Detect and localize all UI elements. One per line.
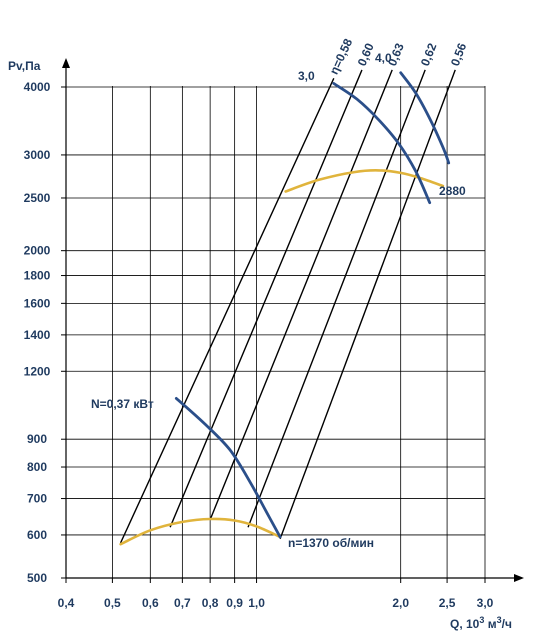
- y-tick-label-8: 1800: [24, 269, 51, 283]
- labels: Pv,Па Q, 103 м3/ч n=1370 об/мин 2880 N=0…: [8, 51, 512, 631]
- x-tick-label-4: 0,8: [202, 596, 219, 610]
- pressure-curve-0: [119, 517, 282, 546]
- efficiency-line-2: [209, 69, 393, 520]
- annotation-power-4: 4,0: [375, 51, 392, 65]
- y-tick-label-2: 700: [27, 492, 47, 506]
- efficiency-line-1: [169, 69, 363, 528]
- y-tick-label-5: 1200: [24, 364, 51, 378]
- y-axis-arrow: [62, 58, 70, 68]
- y-tick-label-3: 800: [27, 460, 47, 474]
- efficiency-label-1: 0,60: [355, 41, 377, 68]
- x-tick-label-5: 0,9: [226, 596, 243, 610]
- x-tick-label-1: 0,5: [104, 596, 121, 610]
- y-tick-label-1: 600: [27, 528, 47, 542]
- x-tick-label-9: 3,0: [477, 596, 494, 610]
- x-axis-title: Q, 103 м3/ч: [450, 615, 512, 631]
- axes: 0,4 0,5 0,6 0,7 0,8 0,9 1,0 2,0 2,5 3,0 500 600 700 8…: [24, 58, 524, 610]
- pressure-curves: [119, 169, 445, 546]
- x-tick-label-3: 0,7: [174, 596, 191, 610]
- efficiency-line-3: [247, 69, 426, 528]
- annotation-power-3: 3,0: [298, 69, 315, 83]
- y-tick-label-12: 4000: [24, 80, 51, 94]
- x-tick-label-0: 0,4: [58, 596, 75, 610]
- y-tick-label-10: 2500: [24, 191, 51, 205]
- y-tick-label-4: 900: [27, 432, 47, 446]
- annotation-power-low: N=0,37 кВт: [91, 397, 154, 411]
- efficiency-label-3: 0,62: [418, 41, 440, 68]
- annotation-n-low: n=1370 об/мин: [288, 536, 374, 550]
- efficiency-line-4: [279, 69, 456, 540]
- power-curve-0: [174, 397, 282, 539]
- efficiency-line-0: [119, 78, 335, 544]
- power-curve-1: [332, 82, 432, 205]
- annotation-n-high: 2880: [439, 184, 466, 198]
- power-curves: [174, 71, 451, 539]
- efficiency-label-0: η=0,58: [327, 36, 356, 76]
- x-axis-arrow: [514, 574, 524, 582]
- y-tick-label-6: 1400: [24, 328, 51, 342]
- grid: [66, 86, 486, 578]
- x-tick-label-2: 0,6: [142, 596, 159, 610]
- y-axis-title: Pv,Па: [8, 59, 41, 73]
- x-tick-label-6: 1,0: [248, 596, 265, 610]
- y-tick-label-0: 500: [27, 571, 47, 585]
- power-curve-2: [399, 71, 451, 165]
- x-tick-label-8: 2,5: [439, 596, 456, 610]
- y-tick-label-7: 1600: [24, 296, 51, 310]
- efficiency-label-4: 0,56: [448, 41, 469, 68]
- y-tick-label-9: 2000: [24, 244, 51, 258]
- x-tick-label-7: 2,0: [392, 596, 409, 610]
- y-tick-label-11: 3000: [24, 148, 51, 162]
